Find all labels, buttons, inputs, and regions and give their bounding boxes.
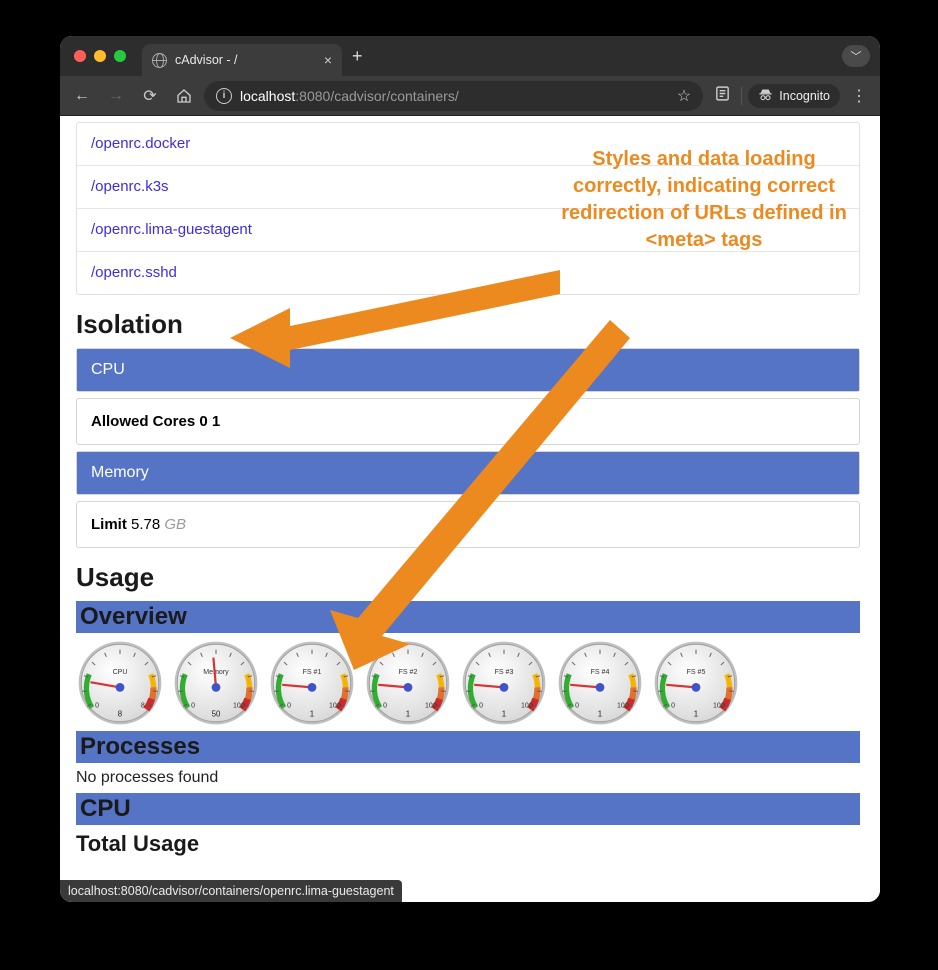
memory-limit-value: 5.78 (131, 516, 160, 533)
memory-limit-row: Limit 5.78 GB (76, 501, 860, 548)
incognito-label: Incognito (779, 89, 830, 103)
list-item: /openrc.lima-guestagent (77, 209, 859, 252)
url-path: /cadvisor/containers/ (330, 88, 458, 104)
svg-text:1: 1 (406, 709, 411, 718)
new-tab-button[interactable]: + (352, 46, 363, 67)
forward-button[interactable]: → (102, 82, 130, 110)
svg-text:8: 8 (141, 703, 145, 710)
url-toolbar: ← → ⟳ i localhost:8080/cadvisor/containe… (60, 76, 880, 116)
list-item: /openrc.docker (77, 123, 859, 166)
url-port: :8080 (295, 88, 330, 104)
svg-text:0: 0 (479, 703, 483, 710)
svg-text:100: 100 (617, 703, 629, 710)
tab-title: cAdvisor - / (175, 53, 238, 67)
overview-bar-header[interactable]: Overview (76, 601, 860, 633)
svg-text:100: 100 (425, 703, 437, 710)
svg-text:1: 1 (502, 709, 507, 718)
no-processes-text: No processes found (76, 769, 860, 787)
memory-limit-label: Limit (91, 516, 127, 533)
back-button[interactable]: ← (68, 82, 96, 110)
memory-panel-header[interactable]: Memory (77, 452, 859, 494)
url-text: localhost:8080/cadvisor/containers/ (240, 88, 459, 104)
gauge: FS #3 0 100 1 (460, 639, 548, 727)
gauges-row: CPU 0 8 8 Memory 0 100 50 (76, 639, 860, 727)
gauge: FS #1 0 100 1 (268, 639, 356, 727)
list-item: /openrc.sshd (77, 252, 859, 294)
window-controls (74, 50, 126, 62)
gauge: FS #4 0 100 1 (556, 639, 644, 727)
svg-text:0: 0 (383, 703, 387, 710)
svg-text:1: 1 (598, 709, 603, 718)
memory-limit-unit: GB (164, 516, 186, 533)
usage-heading: Usage (76, 562, 860, 593)
cpu-allowed-row: Allowed Cores 0 1 (76, 398, 860, 445)
browser-window: cAdvisor - / × + ﹀ ← → ⟳ i localhost:808… (60, 36, 880, 902)
subcontainers-list: /openrc.docker/openrc.k3s/openrc.lima-gu… (76, 122, 860, 295)
svg-text:Memory: Memory (203, 669, 229, 676)
reader-mode-icon[interactable] (709, 85, 735, 107)
home-button[interactable] (170, 82, 198, 110)
list-item: /openrc.k3s (77, 166, 859, 209)
site-info-icon[interactable]: i (216, 88, 232, 104)
toolbar-separator (741, 87, 742, 105)
incognito-icon (758, 88, 773, 104)
url-host: localhost (240, 88, 295, 104)
svg-text:100: 100 (521, 703, 533, 710)
tab-list-dropdown[interactable]: ﹀ (842, 45, 870, 67)
browser-tab[interactable]: cAdvisor - / × (142, 44, 342, 76)
container-link[interactable]: /openrc.k3s (91, 178, 169, 195)
address-bar[interactable]: i localhost:8080/cadvisor/containers/ ☆ (204, 81, 703, 111)
reload-button[interactable]: ⟳ (136, 82, 164, 110)
isolation-heading: Isolation (76, 309, 860, 340)
svg-text:0: 0 (287, 703, 291, 710)
page-viewport: /openrc.docker/openrc.k3s/openrc.lima-gu… (60, 116, 880, 902)
allowed-cores-label: Allowed Cores (91, 413, 195, 430)
svg-text:FS #5: FS #5 (687, 669, 706, 676)
svg-text:8: 8 (118, 709, 123, 718)
svg-text:0: 0 (575, 703, 579, 710)
svg-text:FS #2: FS #2 (399, 669, 418, 676)
gauge: FS #5 0 100 1 (652, 639, 740, 727)
svg-text:0: 0 (671, 703, 675, 710)
window-titlebar: cAdvisor - / × + ﹀ (60, 36, 880, 76)
page-content: /openrc.docker/openrc.k3s/openrc.lima-gu… (60, 122, 876, 857)
svg-text:100: 100 (329, 703, 341, 710)
container-link[interactable]: /openrc.docker (91, 135, 190, 152)
gauge: FS #2 0 100 1 (364, 639, 452, 727)
svg-text:FS #3: FS #3 (495, 669, 514, 676)
svg-text:1: 1 (694, 709, 699, 718)
gauge: CPU 0 8 8 (76, 639, 164, 727)
cpu-panel-header[interactable]: CPU (77, 349, 859, 391)
close-window-button[interactable] (74, 50, 86, 62)
cpu-panel: CPU (76, 348, 860, 392)
bookmark-star-icon[interactable]: ☆ (677, 86, 691, 106)
cpu-bar-header[interactable]: CPU (76, 793, 860, 825)
total-usage-heading: Total Usage (76, 831, 860, 857)
svg-text:100: 100 (713, 703, 725, 710)
container-link[interactable]: /openrc.sshd (91, 264, 177, 281)
maximize-window-button[interactable] (114, 50, 126, 62)
status-bar: localhost:8080/cadvisor/containers/openr… (60, 880, 402, 902)
svg-text:100: 100 (233, 703, 245, 710)
incognito-indicator[interactable]: Incognito (748, 84, 840, 108)
close-tab-icon[interactable]: × (324, 52, 332, 68)
minimize-window-button[interactable] (94, 50, 106, 62)
allowed-cores-value: 0 1 (199, 413, 220, 430)
gauge: Memory 0 100 50 (172, 639, 260, 727)
browser-menu-icon[interactable]: ⋮ (846, 86, 872, 106)
svg-text:FS #4: FS #4 (591, 669, 610, 676)
svg-text:CPU: CPU (113, 669, 128, 676)
svg-text:FS #1: FS #1 (303, 669, 322, 676)
processes-bar-header[interactable]: Processes (76, 731, 860, 763)
memory-panel: Memory (76, 451, 860, 495)
container-link[interactable]: /openrc.lima-guestagent (91, 221, 252, 238)
svg-text:0: 0 (95, 703, 99, 710)
svg-text:0: 0 (191, 703, 195, 710)
globe-icon (152, 53, 167, 68)
svg-text:1: 1 (310, 709, 315, 718)
svg-text:50: 50 (212, 709, 221, 718)
